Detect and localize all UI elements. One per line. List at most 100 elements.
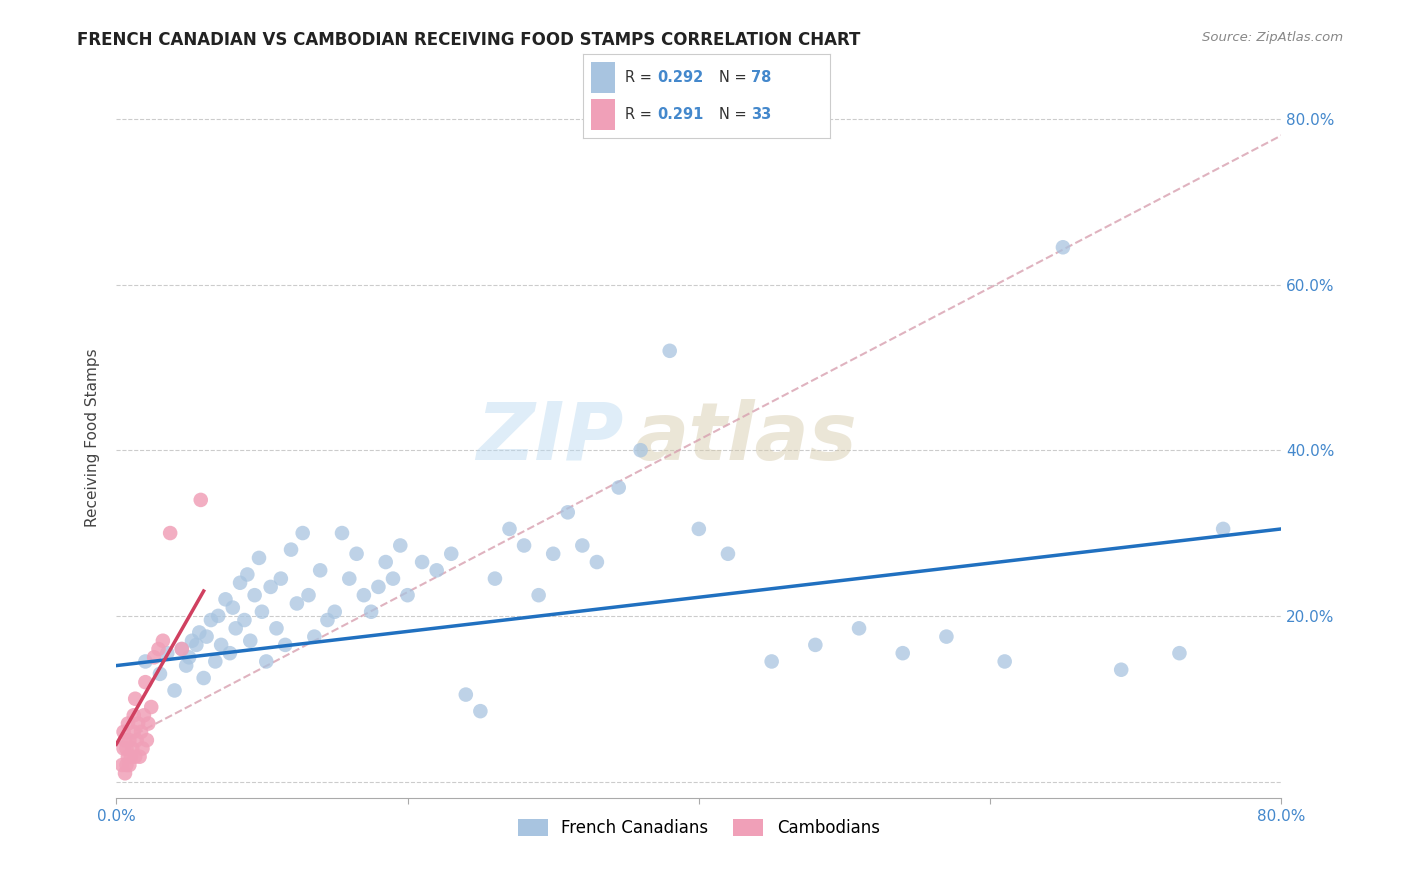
Point	[174, 658, 197, 673]
Point	[177, 650, 200, 665]
Point	[125, 733, 148, 747]
Point	[124, 749, 146, 764]
Text: 33: 33	[751, 107, 770, 122]
Point	[717, 547, 740, 561]
Point	[291, 526, 314, 541]
Point	[360, 605, 382, 619]
Point	[200, 613, 222, 627]
Text: atlas: atlas	[634, 399, 858, 477]
Point	[159, 526, 181, 541]
Point	[266, 621, 288, 635]
Point	[330, 526, 353, 541]
Point	[761, 655, 783, 669]
Text: 0.291: 0.291	[657, 107, 703, 122]
Point	[233, 613, 256, 627]
Point	[346, 547, 368, 561]
Point	[222, 600, 245, 615]
Point	[128, 749, 150, 764]
FancyBboxPatch shape	[591, 99, 616, 130]
Point	[285, 597, 308, 611]
Point	[297, 588, 319, 602]
Point	[1168, 646, 1191, 660]
Point	[204, 655, 226, 669]
Point	[1109, 663, 1132, 677]
Point	[411, 555, 433, 569]
Point	[122, 724, 145, 739]
Point	[170, 642, 193, 657]
Point	[374, 555, 396, 569]
Point	[440, 547, 463, 561]
Point	[143, 650, 166, 665]
Point	[152, 633, 174, 648]
Point	[207, 608, 229, 623]
Point	[181, 633, 204, 648]
Point	[114, 733, 136, 747]
Point	[163, 683, 186, 698]
Point	[337, 572, 360, 586]
Point	[304, 630, 326, 644]
Point	[214, 592, 236, 607]
Point	[891, 646, 914, 660]
Text: R =: R =	[626, 107, 657, 122]
Point	[557, 505, 579, 519]
Point	[112, 741, 135, 756]
Point	[229, 575, 252, 590]
Point	[396, 588, 419, 602]
Point	[1212, 522, 1234, 536]
Point	[195, 630, 218, 644]
Point	[935, 630, 957, 644]
Point	[132, 708, 155, 723]
Point	[117, 749, 139, 764]
Point	[112, 724, 135, 739]
Point	[658, 343, 681, 358]
Y-axis label: Receiving Food Stamps: Receiving Food Stamps	[86, 349, 100, 527]
Point	[129, 724, 152, 739]
Point	[426, 563, 449, 577]
Point	[994, 655, 1017, 669]
Point	[141, 700, 163, 714]
Point	[120, 749, 142, 764]
Point	[571, 539, 593, 553]
Point	[243, 588, 266, 602]
Point	[498, 522, 520, 536]
Point	[454, 688, 477, 702]
Point	[135, 733, 157, 747]
Point	[117, 716, 139, 731]
Point	[470, 704, 492, 718]
Text: 0.292: 0.292	[657, 70, 703, 85]
Text: N =: N =	[718, 70, 751, 85]
Point	[484, 572, 506, 586]
Point	[156, 646, 179, 660]
Point	[389, 539, 412, 553]
Point	[513, 539, 536, 553]
Point	[630, 443, 652, 458]
Point	[193, 671, 215, 685]
Point	[124, 691, 146, 706]
Point	[382, 572, 405, 586]
Point	[254, 655, 277, 669]
Point	[353, 588, 375, 602]
Point	[149, 666, 172, 681]
Point	[527, 588, 550, 602]
Point	[136, 716, 159, 731]
Point	[118, 758, 141, 772]
Point	[127, 716, 149, 731]
Point	[225, 621, 247, 635]
Point	[170, 642, 193, 657]
Legend: French Canadians, Cambodians: French Canadians, Cambodians	[512, 813, 886, 844]
Point	[111, 758, 134, 772]
Point	[115, 741, 138, 756]
Point	[309, 563, 332, 577]
Point	[270, 572, 292, 586]
Text: 78: 78	[751, 70, 770, 85]
Text: ZIP: ZIP	[475, 399, 623, 477]
Text: R =: R =	[626, 70, 657, 85]
Point	[541, 547, 564, 561]
Point	[280, 542, 302, 557]
Point	[250, 605, 273, 619]
Point	[115, 758, 138, 772]
Text: N =: N =	[718, 107, 751, 122]
Point	[367, 580, 389, 594]
Point	[316, 613, 339, 627]
Point	[586, 555, 609, 569]
